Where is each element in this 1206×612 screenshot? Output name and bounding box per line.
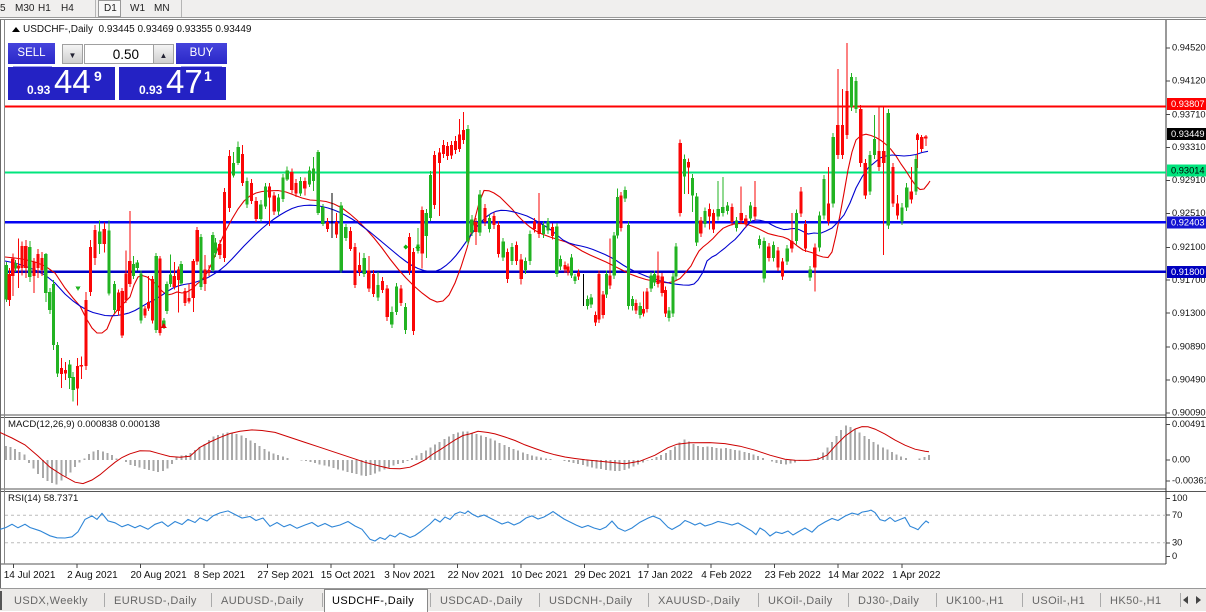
svg-text:0.93014: 0.93014 (1171, 165, 1205, 175)
svg-text:14 Mar 2022: 14 Mar 2022 (828, 570, 885, 581)
svg-text:3 Nov 2021: 3 Nov 2021 (384, 570, 436, 581)
svg-text:0.90090: 0.90090 (1172, 407, 1206, 417)
svg-text:-0.00361: -0.00361 (1172, 475, 1206, 485)
svg-text:RSI(14) 58.7371: RSI(14) 58.7371 (8, 493, 78, 504)
svg-text:0.92510: 0.92510 (1172, 208, 1206, 218)
svg-text:4 Feb 2022: 4 Feb 2022 (701, 570, 752, 581)
svg-text:0.91300: 0.91300 (1172, 308, 1206, 318)
svg-text:23 Feb 2022: 23 Feb 2022 (765, 570, 822, 581)
svg-text:0.93449: 0.93449 (1171, 129, 1205, 139)
svg-text:20 Aug 2021: 20 Aug 2021 (131, 570, 188, 581)
svg-text:0.90890: 0.90890 (1172, 342, 1206, 352)
svg-text:10 Dec 2021: 10 Dec 2021 (511, 570, 568, 581)
svg-text:30: 30 (1172, 537, 1182, 547)
svg-text:0.00491: 0.00491 (1172, 419, 1206, 429)
svg-text:100: 100 (1172, 493, 1188, 503)
svg-text:22 Nov 2021: 22 Nov 2021 (448, 570, 505, 581)
svg-text:0.92100: 0.92100 (1172, 242, 1206, 252)
svg-text:0.92403: 0.92403 (1171, 217, 1205, 227)
svg-text:0.91800: 0.91800 (1171, 267, 1205, 277)
svg-text:0.94120: 0.94120 (1172, 76, 1206, 86)
svg-text:0.93710: 0.93710 (1172, 109, 1206, 119)
svg-text:0.92910: 0.92910 (1172, 175, 1206, 185)
svg-text:29 Dec 2021: 29 Dec 2021 (574, 570, 631, 581)
svg-text:0.90490: 0.90490 (1172, 375, 1206, 385)
svg-text:MACD(12,26,9) 0.000838 0.00013: MACD(12,26,9) 0.000838 0.000138 (8, 419, 160, 430)
svg-text:0.93310: 0.93310 (1172, 142, 1206, 152)
svg-text:0.94520: 0.94520 (1172, 43, 1206, 53)
svg-text:0: 0 (1172, 551, 1177, 561)
svg-text:14 Jul 2021: 14 Jul 2021 (4, 570, 56, 581)
svg-text:1 Apr 2022: 1 Apr 2022 (892, 570, 941, 581)
svg-text:27 Sep 2021: 27 Sep 2021 (257, 570, 314, 581)
svg-text:0.93807: 0.93807 (1171, 99, 1205, 109)
svg-text:8 Sep 2021: 8 Sep 2021 (194, 570, 246, 581)
svg-text:15 Oct 2021: 15 Oct 2021 (321, 570, 376, 581)
svg-text:0.00: 0.00 (1172, 455, 1190, 465)
svg-text:2 Aug 2021: 2 Aug 2021 (67, 570, 118, 581)
svg-text:70: 70 (1172, 510, 1182, 520)
svg-text:0.91700: 0.91700 (1172, 275, 1206, 285)
svg-text:17 Jan 2022: 17 Jan 2022 (638, 570, 693, 581)
